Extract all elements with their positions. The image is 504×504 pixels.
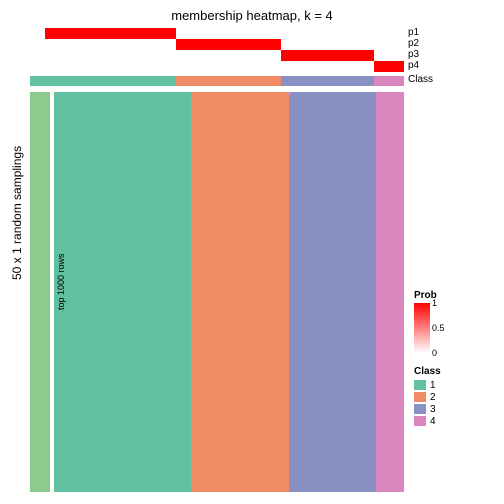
class-legend-item: 4: [414, 415, 441, 427]
class-segment: [281, 76, 375, 86]
prob-gradient: [414, 303, 430, 353]
prob-annotation-rows: [30, 28, 404, 72]
row-label-class: Class: [408, 74, 433, 85]
class-legend-title: Class: [414, 366, 441, 377]
class-swatch: [414, 404, 426, 414]
class-segment: [30, 76, 176, 86]
heatmap-column-3: [289, 92, 377, 492]
heatmap-outlier: [287, 92, 291, 95]
class-swatch: [414, 416, 426, 426]
prob-tick: 0: [432, 348, 437, 358]
row-label-p4: p4: [408, 60, 419, 71]
heatmap-body: [30, 92, 404, 492]
class-annotation-row: [30, 76, 404, 86]
prob-segment: [374, 61, 404, 72]
prob-row-p3: [30, 50, 404, 61]
prob-tick: 0.5: [432, 323, 445, 333]
y-axis-label-outer: 50 x 1 random samplings: [10, 146, 24, 280]
class-legend: Class 1234: [414, 366, 441, 427]
class-legend-item: 2: [414, 391, 441, 403]
prob-segment: [176, 39, 281, 50]
class-swatch: [414, 392, 426, 402]
class-swatch-label: 1: [430, 380, 436, 391]
row-label-p2: p2: [408, 38, 419, 49]
heatmap-column-4: [376, 92, 404, 492]
prob-segment: [45, 28, 176, 39]
y-axis-label-inner: top 1000 rows: [56, 253, 66, 310]
class-legend-item: 3: [414, 403, 441, 415]
class-segment: [374, 76, 404, 86]
class-swatch-label: 2: [430, 392, 436, 403]
prob-row-p2: [30, 39, 404, 50]
heatmap-columns: [54, 92, 404, 492]
prob-segment: [281, 50, 375, 61]
chart-title: membership heatmap, k = 4: [0, 8, 504, 23]
heatmap-column-1: [54, 92, 191, 492]
prob-row-p1: [30, 28, 404, 39]
class-segment: [176, 76, 281, 86]
row-label-p3: p3: [408, 49, 419, 60]
class-swatch-label: 3: [430, 404, 436, 415]
heatmap-column-2: [191, 92, 289, 492]
side-annotation-bar: [30, 92, 50, 492]
prob-tick: 1: [432, 298, 437, 308]
plot-area: [30, 28, 404, 492]
class-swatch-label: 4: [430, 416, 436, 427]
class-legend-item: 1: [414, 379, 441, 391]
class-swatch: [414, 380, 426, 390]
prob-legend: Prob 10.50: [414, 290, 437, 353]
prob-row-p4: [30, 61, 404, 72]
row-label-p1: p1: [408, 27, 419, 38]
